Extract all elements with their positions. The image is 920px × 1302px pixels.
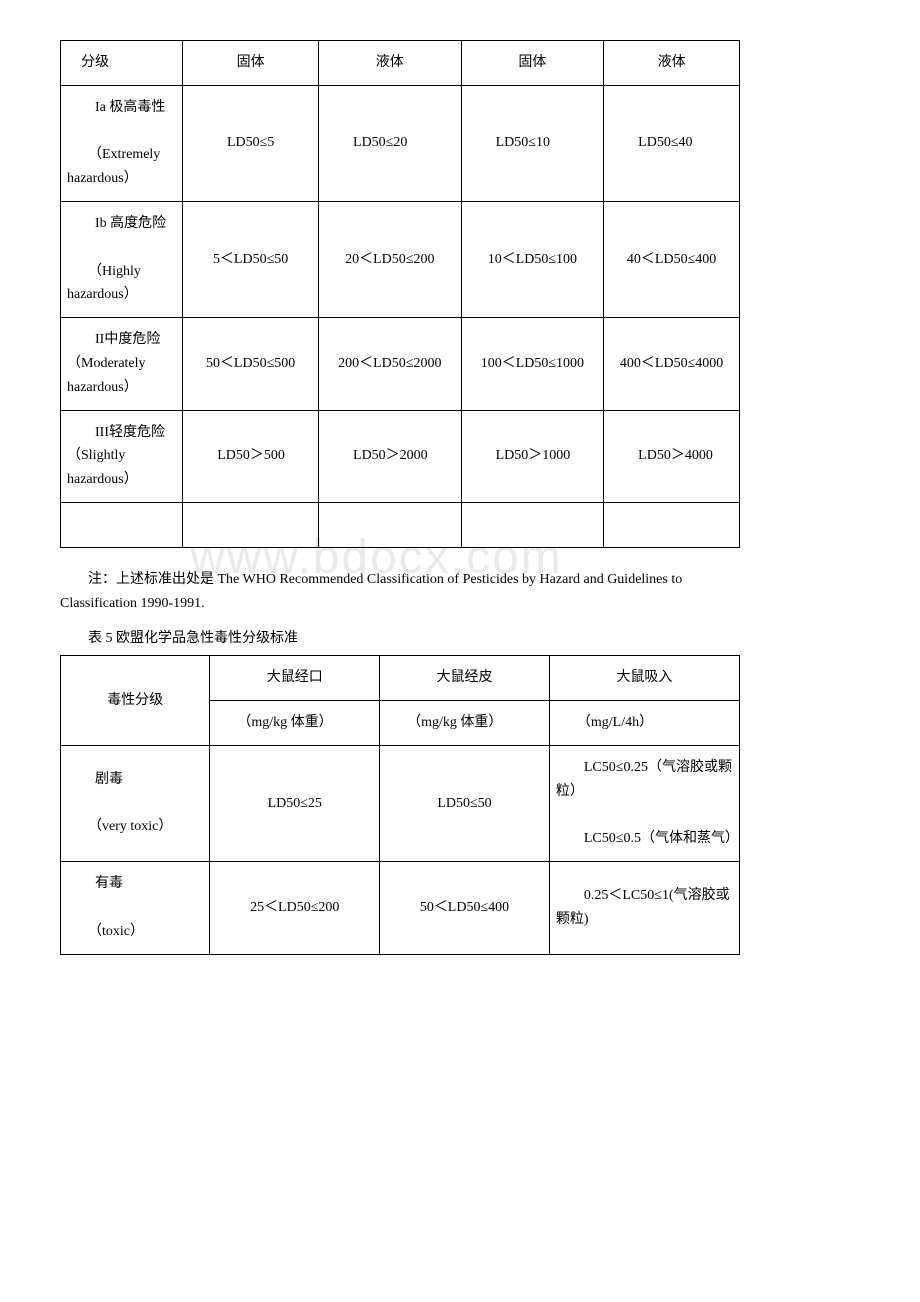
row-label: II中度危险（Moderately hazardous） [61,318,183,410]
col-header: 固体 [461,41,604,86]
cell-empty [319,502,462,547]
cell: 20＜LD50≤200 [319,201,462,317]
table-eu-classification: 毒性分级 大鼠经口 大鼠经皮 大鼠吸入 （mg/kg 体重） （mg/kg 体重… [60,655,740,954]
col-subheader: （mg/L/4h） [549,701,739,746]
cell: LD50≤5 [183,85,319,201]
col-header: 毒性分级 [61,656,210,746]
cell: 100＜LD50≤1000 [461,318,604,410]
cell: LD50＞500 [183,410,319,502]
cell: 5＜LD50≤50 [183,201,319,317]
col-header: 分级 [61,41,183,86]
cell: 25＜LD50≤200 [210,862,380,954]
cell: LD50＞2000 [319,410,462,502]
cell: LD50≤20 [319,85,462,201]
col-subheader: （mg/kg 体重） [210,701,380,746]
cell: LD50≤50 [380,745,550,861]
cell-empty [461,502,604,547]
footnote: 注：上述标准出处是 The WHO Recommended Classifica… [60,568,740,616]
table-row: 毒性分级 大鼠经口 大鼠经皮 大鼠吸入 [61,656,740,701]
cell: 40＜LD50≤400 [604,201,740,317]
table-row: 剧毒 （very toxic） LD50≤25 LD50≤50 LC50≤0.2… [61,745,740,861]
cell: LD50≤10 [461,85,604,201]
page-wrap: www.bdocx.com 分级 固体 液体 固体 液体 Ia 极高毒性 （Ex… [60,40,740,955]
cell: 50＜LD50≤500 [183,318,319,410]
cell: LD50≤25 [210,745,380,861]
row-label: III轻度危险（Slightly hazardous） [61,410,183,502]
cell: LD50≤40 [604,85,740,201]
col-header: 固体 [183,41,319,86]
cell: 50＜LD50≤400 [380,862,550,954]
cell: LC50≤0.25（气溶胶或颗粒） LC50≤0.5（气体和蒸气） [549,745,739,861]
col-header: 大鼠吸入 [549,656,739,701]
table-who-classification: 分级 固体 液体 固体 液体 Ia 极高毒性 （Extremely hazard… [60,40,740,548]
table-caption: 表 5 欧盟化学品急性毒性分级标准 [60,627,740,647]
cell: LD50＞4000 [604,410,740,502]
table-row: III轻度危险（Slightly hazardous） LD50＞500 LD5… [61,410,740,502]
col-header: 大鼠经口 [210,656,380,701]
col-header: 大鼠经皮 [380,656,550,701]
col-header: 液体 [604,41,740,86]
col-subheader: （mg/kg 体重） [380,701,550,746]
cell: 200＜LD50≤2000 [319,318,462,410]
cell-empty [183,502,319,547]
table-row: II中度危险（Moderately hazardous） 50＜LD50≤500… [61,318,740,410]
col-header: 液体 [319,41,462,86]
row-label: 有毒 （toxic） [61,862,210,954]
table-row: 有毒 （toxic） 25＜LD50≤200 50＜LD50≤400 0.25＜… [61,862,740,954]
row-label: 剧毒 （very toxic） [61,745,210,861]
cell: 400＜LD50≤4000 [604,318,740,410]
row-label: Ib 高度危险 （Highly hazardous） [61,201,183,317]
table-row: 分级 固体 液体 固体 液体 [61,41,740,86]
cell-empty [61,502,183,547]
cell: 10＜LD50≤100 [461,201,604,317]
row-label: Ia 极高毒性 （Extremely hazardous） [61,85,183,201]
cell: LD50＞1000 [461,410,604,502]
table-row [61,502,740,547]
table-row: Ia 极高毒性 （Extremely hazardous） LD50≤5 LD5… [61,85,740,201]
cell-empty [604,502,740,547]
cell: 0.25＜LC50≤1(气溶胶或颗粒) [549,862,739,954]
table-row: Ib 高度危险 （Highly hazardous） 5＜LD50≤50 20＜… [61,201,740,317]
